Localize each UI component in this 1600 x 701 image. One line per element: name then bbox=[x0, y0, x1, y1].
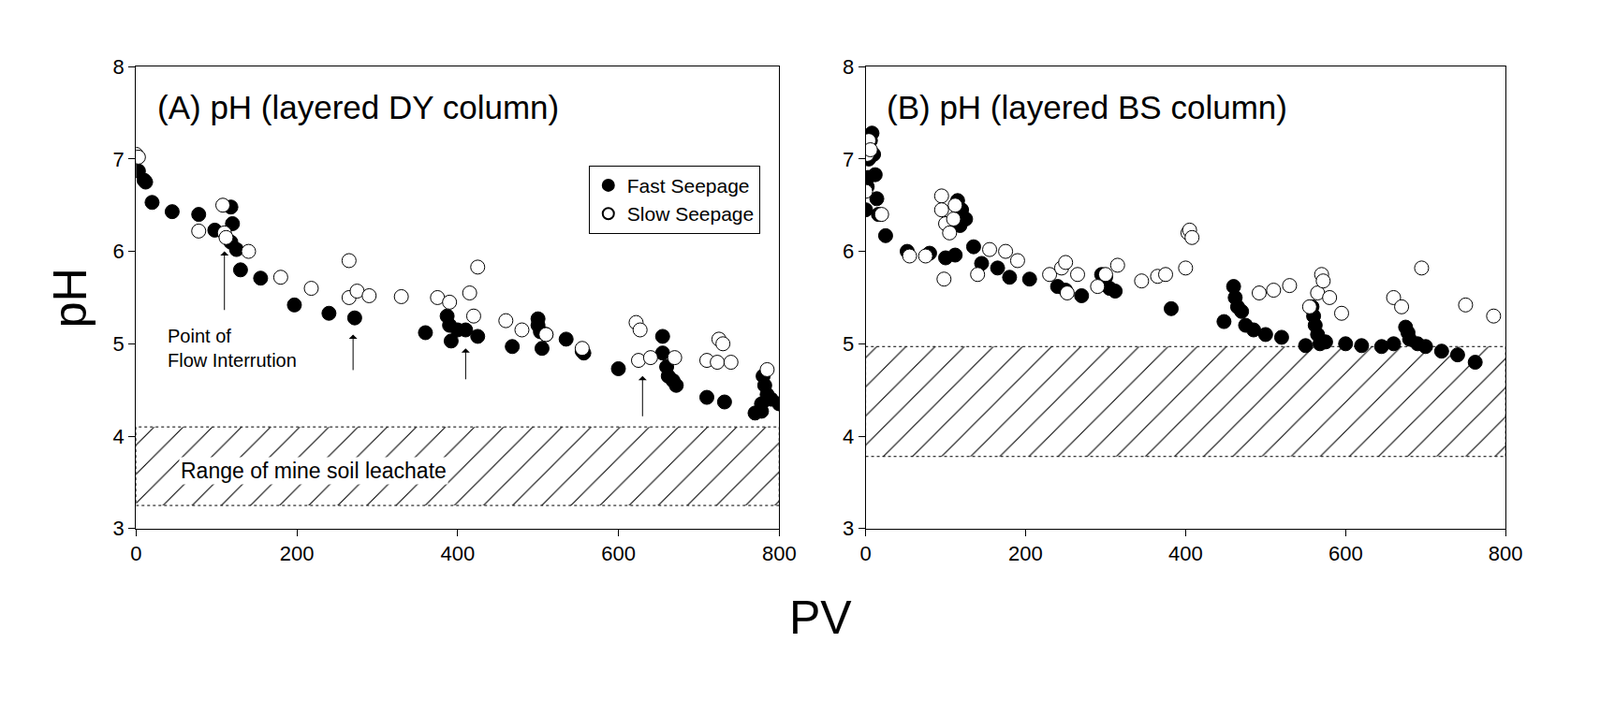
svg-text:0: 0 bbox=[859, 542, 871, 566]
svg-text:800: 800 bbox=[1488, 542, 1524, 566]
svg-text:8: 8 bbox=[842, 55, 854, 79]
svg-text:Slow Seepage: Slow Seepage bbox=[627, 203, 754, 225]
svg-text:3: 3 bbox=[842, 516, 854, 541]
svg-text:(A) pH (layered DY column): (A) pH (layered DY column) bbox=[157, 88, 559, 126]
svg-text:800: 800 bbox=[762, 542, 797, 566]
svg-text:200: 200 bbox=[279, 542, 315, 566]
svg-text:400: 400 bbox=[1168, 542, 1204, 566]
svg-text:3: 3 bbox=[113, 516, 125, 541]
svg-text:(B) pH (layered BS column): (B) pH (layered BS column) bbox=[886, 88, 1288, 126]
svg-text:4: 4 bbox=[113, 425, 125, 449]
svg-text:Range of mine soil leachate: Range of mine soil leachate bbox=[180, 458, 447, 484]
svg-text:5: 5 bbox=[113, 332, 125, 356]
svg-text:pH: pH bbox=[44, 267, 97, 328]
svg-text:7: 7 bbox=[113, 147, 125, 172]
svg-text:0: 0 bbox=[130, 542, 142, 566]
svg-text:600: 600 bbox=[1328, 542, 1364, 566]
svg-text:5: 5 bbox=[842, 332, 854, 356]
svg-text:6: 6 bbox=[842, 239, 854, 264]
svg-text:7: 7 bbox=[842, 147, 854, 172]
svg-text:Fast Seepage: Fast Seepage bbox=[627, 175, 750, 197]
svg-text:400: 400 bbox=[440, 542, 475, 566]
svg-text:Point ofFlow Interrution: Point ofFlow Interrution bbox=[167, 325, 297, 371]
svg-text:PV: PV bbox=[789, 591, 852, 645]
svg-text:600: 600 bbox=[601, 542, 636, 566]
svg-text:4: 4 bbox=[842, 425, 854, 449]
svg-text:6: 6 bbox=[113, 239, 125, 264]
svg-text:8: 8 bbox=[113, 55, 125, 79]
svg-text:200: 200 bbox=[1008, 542, 1043, 566]
